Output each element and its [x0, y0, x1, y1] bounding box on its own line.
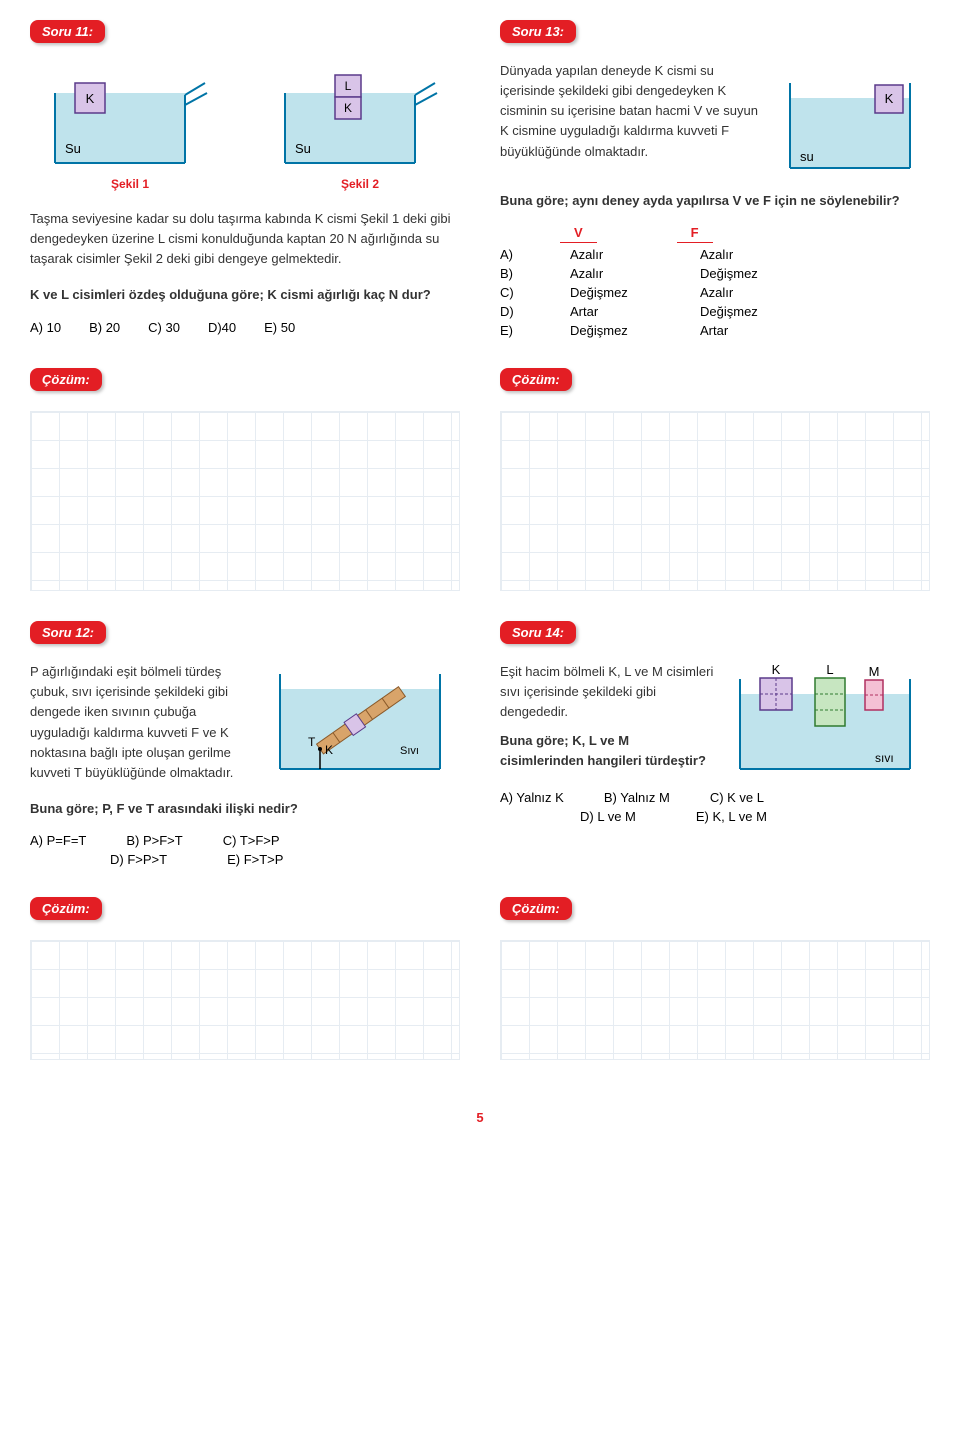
q11-opt-c: C) 30	[148, 320, 180, 335]
badge-q14: Soru 14:	[500, 621, 576, 644]
badge-cozum-14: Çözüm:	[500, 897, 572, 920]
q11-fig1: K Su Şekil 1	[30, 53, 230, 191]
q11-opt-b: B) 20	[89, 320, 120, 335]
q11-para: Taşma seviyesine kadar su dolu taşırma k…	[30, 209, 460, 269]
badge-q13: Soru 13:	[500, 20, 576, 43]
svg-text:M: M	[869, 664, 880, 679]
q11-cozum: Çözüm:	[30, 368, 460, 591]
q11-fig1-block-label: K	[86, 91, 95, 106]
q13-grid	[500, 411, 930, 591]
badge-q12: Soru 12:	[30, 621, 106, 644]
svg-text:K: K	[885, 91, 894, 106]
page-number: 5	[30, 1110, 930, 1125]
q14-opt-b: B) Yalnız M	[604, 790, 670, 805]
q13-vf-head: V F	[560, 225, 930, 243]
q13-row-e: E) Değişmez Artar	[500, 323, 930, 338]
q11-opt-e: E) 50	[264, 320, 295, 335]
q11-bold: K ve L cisimleri özdeş olduğuna göre; K …	[30, 285, 460, 305]
q14-opt-c: C) K ve L	[710, 790, 764, 805]
row-1: Soru 11: K Su Şekil 1	[30, 20, 930, 338]
q14-options-1: A) Yalnız K B) Yalnız M C) K ve L	[500, 790, 930, 805]
q11-grid	[30, 411, 460, 591]
q13-row-b: B) Azalır Değişmez	[500, 266, 930, 281]
badge-cozum-13: Çözüm:	[500, 368, 572, 391]
q12-opt-b: B) P>F>T	[126, 833, 182, 848]
row-cozum-2: Çözüm: Çözüm:	[30, 897, 930, 1060]
question-13: Soru 13: Dünyada yapılan deneyde K cismi…	[500, 20, 930, 338]
svg-text:Sıvı: Sıvı	[400, 745, 419, 757]
q14-opt-a: A) Yalnız K	[500, 790, 564, 805]
svg-text:su: su	[800, 149, 814, 164]
q12-opt-e: E) F>T>P	[227, 852, 283, 867]
q12-opt-d: D) F>P>T	[110, 852, 167, 867]
question-12: Soru 12: P ağırlığındaki eşit bölmeli tü…	[30, 621, 460, 867]
q13-head-v: V	[560, 225, 597, 243]
q14-grid	[500, 940, 930, 1060]
badge-cozum-12: Çözüm:	[30, 897, 102, 920]
q12-body: P ağırlığındaki eşit bölmeli türdeş çubu…	[30, 654, 460, 791]
q14-para: Eşit hacim bölmeli K, L ve M cisimleri s…	[500, 662, 714, 722]
q12-cozum: Çözüm:	[30, 897, 460, 1060]
q13-bold: Buna göre; aynı deney ayda yapılırsa V v…	[500, 191, 930, 211]
q13-vf-table: V F A) Azalır Azalır B) Azalır Değişmez …	[500, 225, 930, 338]
q14-bold: Buna göre; K, L ve M cisimlerinden hangi…	[500, 731, 714, 771]
q13-cozum: Çözüm:	[500, 368, 930, 591]
svg-text:sıvı: sıvı	[875, 751, 894, 765]
svg-text:K: K	[325, 743, 333, 757]
question-14: Soru 14: Eşit hacim bölmeli K, L ve M ci…	[500, 621, 930, 867]
row-2: Soru 12: P ağırlığındaki eşit bölmeli tü…	[30, 621, 930, 867]
q11-opt-d: D)40	[208, 320, 236, 335]
q12-grid	[30, 940, 460, 1060]
q13-row-a: A) Azalır Azalır	[500, 247, 930, 262]
q11-figures: K Su Şekil 1 L	[30, 53, 460, 191]
q14-fig-svg: K L M sıvı	[730, 654, 930, 784]
q12-opt-c: C) T>F>P	[223, 833, 280, 848]
q14-opt-e: E) K, L ve M	[696, 809, 767, 824]
q13-para: Dünyada yapılan deneyde K cismi su içeri…	[500, 61, 764, 162]
q13-row-c: C) Değişmez Azalır	[500, 285, 930, 300]
q11-fig2: L K Su Şekil 2	[260, 53, 460, 191]
q13-body: Dünyada yapılan deneyde K cismi su içeri…	[500, 53, 930, 183]
badge-cozum-11: Çözüm:	[30, 368, 102, 391]
q14-cozum: Çözüm:	[500, 897, 930, 1060]
svg-text:Su: Su	[295, 141, 311, 156]
q11-opt-a: A) 10	[30, 320, 61, 335]
q13-row-d: D) Artar Değişmez	[500, 304, 930, 319]
row-cozum-1: Çözüm: Çözüm:	[30, 368, 930, 591]
page: Soru 11: K Su Şekil 1	[30, 20, 930, 1125]
q11-fig1-svg: K Su	[45, 53, 215, 173]
q12-options-1: A) P=F=T B) P>F>T C) T>F>P	[30, 833, 460, 848]
svg-text:K: K	[344, 101, 352, 115]
q11-fig1-liquid-label: Su	[65, 141, 81, 156]
q12-fig-svg: T K Sıvı	[270, 654, 460, 784]
svg-text:K: K	[772, 662, 781, 677]
q13-head-f: F	[677, 225, 713, 243]
q12-opt-a: A) P=F=T	[30, 833, 86, 848]
q12-options-2: D) F>P>T E) F>T>P	[110, 852, 460, 867]
q14-options-2: D) L ve M E) K, L ve M	[580, 809, 930, 824]
q11-options: A) 10 B) 20 C) 30 D)40 E) 50	[30, 320, 460, 335]
q12-para: P ağırlığındaki eşit bölmeli türdeş çubu…	[30, 662, 254, 783]
svg-text:L: L	[345, 79, 352, 93]
q14-body: Eşit hacim bölmeli K, L ve M cisimleri s…	[500, 654, 930, 784]
q14-opt-d: D) L ve M	[580, 809, 636, 824]
q13-fig-svg: K su	[780, 53, 930, 183]
q11-fig2-caption: Şekil 2	[341, 177, 379, 191]
svg-text:T: T	[308, 735, 316, 749]
question-11: Soru 11: K Su Şekil 1	[30, 20, 460, 338]
badge-q11: Soru 11:	[30, 20, 105, 43]
svg-text:L: L	[826, 662, 833, 677]
q11-fig1-caption: Şekil 1	[111, 177, 149, 191]
q12-bold: Buna göre; P, F ve T arasındaki ilişki n…	[30, 799, 460, 819]
q11-fig2-svg: L K Su	[275, 53, 445, 173]
